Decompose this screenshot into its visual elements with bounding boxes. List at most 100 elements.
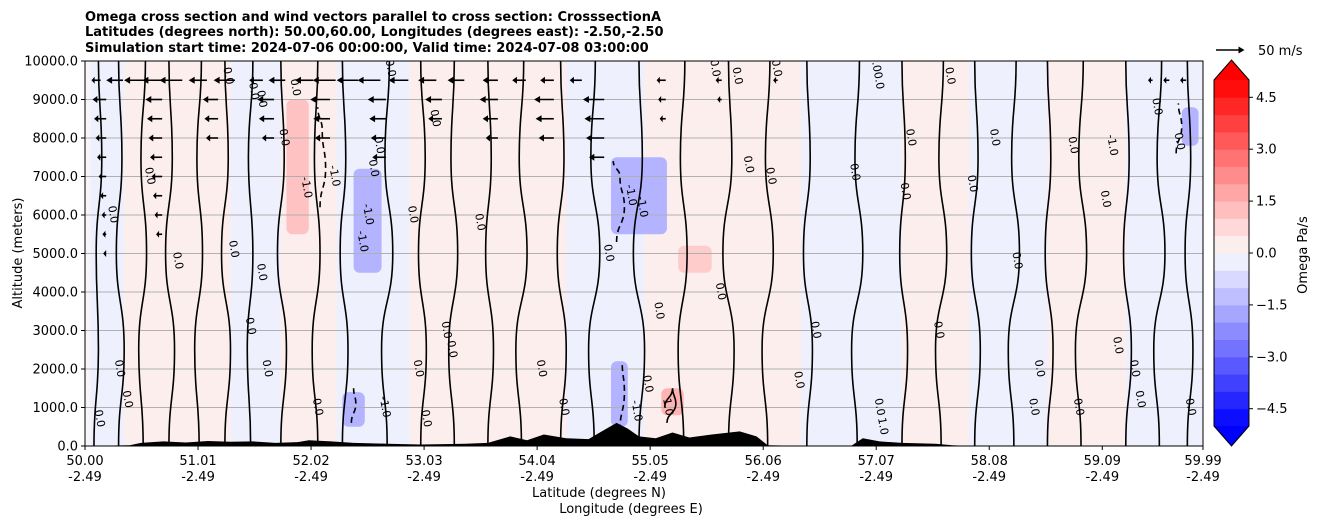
contour-label: 0.0 bbox=[92, 409, 108, 428]
wind-vector-head bbox=[582, 96, 589, 103]
colorbar-ticks: 4.5 3.0 1.5 0.0 −1.5 −3.0 −4.5 bbox=[1249, 91, 1288, 417]
colorbar-segment bbox=[1214, 339, 1249, 358]
wind-vector-head bbox=[258, 115, 265, 123]
contour-label: 0.0 bbox=[847, 162, 863, 181]
contour-label: -1.0 bbox=[623, 183, 640, 206]
quiver-key-arrow bbox=[1216, 46, 1245, 54]
x-axis-label-longitude: Longitude (degrees E) bbox=[559, 502, 703, 517]
contour-label: 0.0 bbox=[942, 66, 958, 85]
omega-contours bbox=[93, 61, 1194, 446]
x-tick-label-longitude: -2.49 bbox=[746, 470, 780, 485]
wind-vector-head bbox=[102, 230, 106, 238]
contour-label: 0.0 bbox=[405, 205, 421, 224]
wind-vector-head bbox=[336, 76, 343, 84]
title-line-3: Simulation start time: 2024-07-06 00:00:… bbox=[85, 41, 649, 56]
colorbar-segment bbox=[1214, 304, 1249, 323]
colorbar-label: Omega Pa/s bbox=[1296, 216, 1311, 294]
contour-label: 0.0 bbox=[411, 359, 427, 378]
wind-vector-head bbox=[92, 96, 98, 103]
colorbar-segment bbox=[1214, 287, 1249, 306]
wind-vector-head bbox=[106, 76, 113, 84]
contour-label: 1.0 bbox=[660, 397, 676, 416]
contour-label: 0.0 bbox=[383, 58, 399, 77]
contour-line bbox=[970, 61, 982, 446]
contour-label: 0.0 bbox=[965, 174, 981, 193]
wind-vector-head bbox=[103, 250, 107, 257]
contour-label: 0.0 bbox=[1009, 251, 1025, 270]
contour-label: 0.0 bbox=[366, 158, 382, 177]
contour-line bbox=[115, 61, 125, 446]
wind-vector-head bbox=[447, 76, 454, 84]
omega-shade-cell bbox=[661, 388, 684, 416]
contour-label: 0.0 bbox=[1172, 131, 1188, 150]
colorbar-segment bbox=[1214, 218, 1249, 237]
contour-label: 0.0 bbox=[556, 397, 572, 416]
quiver-key-head bbox=[1238, 46, 1245, 54]
contour-label: 0.0 bbox=[120, 389, 136, 408]
wind-vector-head bbox=[367, 96, 374, 103]
wind-vector-head bbox=[534, 96, 541, 103]
contour-label: -1.0 bbox=[360, 203, 377, 226]
wind-vector-head bbox=[1163, 76, 1167, 84]
wind-vector-head bbox=[540, 76, 545, 84]
contour-line bbox=[898, 61, 909, 446]
contour-label: 0.0 bbox=[1071, 397, 1087, 416]
contour-line bbox=[1152, 61, 1166, 446]
wind-vector-head bbox=[101, 211, 105, 219]
contour-line bbox=[556, 61, 568, 446]
colorbar-segment bbox=[1214, 391, 1249, 410]
x-tick-label-longitude: -2.49 bbox=[181, 470, 215, 485]
contour-label: 0.0 bbox=[640, 374, 656, 393]
terrain bbox=[85, 422, 1203, 446]
x-tick-label-latitude: 52.02 bbox=[292, 454, 329, 469]
wind-vector-head bbox=[142, 76, 149, 84]
contour-line bbox=[417, 61, 428, 446]
x-tick-label-longitude: -2.49 bbox=[859, 470, 893, 485]
x-tick-label-longitude: -2.49 bbox=[520, 470, 554, 485]
x-tick-label-latitude: 50.00 bbox=[66, 454, 103, 469]
contour-line bbox=[850, 61, 864, 446]
wind-vector-head bbox=[658, 96, 662, 103]
x-tick-label-latitude: 55.05 bbox=[632, 454, 669, 469]
x-tick-label-longitude: -2.49 bbox=[407, 470, 441, 485]
y-tick-label: 9000.0 bbox=[33, 93, 79, 108]
contour-label: 0.0 bbox=[276, 128, 292, 147]
contour-label: 0.0 bbox=[808, 320, 824, 339]
colorbar-segment bbox=[1214, 166, 1249, 185]
wind-vector-head bbox=[659, 115, 663, 123]
wind-vector-head bbox=[1180, 76, 1184, 84]
omega-shade-cell bbox=[286, 99, 309, 235]
colorbar-extend-min bbox=[1214, 426, 1249, 446]
wind-vector-head bbox=[428, 115, 434, 123]
contour-label: 0.0 bbox=[1110, 336, 1126, 355]
wind-vectors bbox=[91, 76, 1187, 257]
wind-vector-head bbox=[312, 76, 319, 84]
y-tick-label: 0.0 bbox=[57, 440, 78, 455]
contour-line bbox=[1122, 61, 1133, 446]
wind-vector-head bbox=[146, 115, 153, 123]
contour-label: -1.0 bbox=[634, 195, 651, 218]
contour-line bbox=[515, 61, 528, 446]
wind-vector-head bbox=[357, 76, 364, 84]
contour-line bbox=[137, 61, 148, 446]
colorbar-segment bbox=[1214, 80, 1249, 98]
wind-vector-head bbox=[584, 115, 591, 123]
x-axis-ticks: 50.00-2.4951.01-2.4952.02-2.4953.03-2.49… bbox=[66, 446, 1222, 485]
y-tick-label: 8000.0 bbox=[33, 132, 79, 147]
contour-label: -1.0 bbox=[354, 230, 371, 253]
colorbar-segment bbox=[1214, 201, 1249, 219]
colorbar-segment bbox=[1214, 322, 1249, 340]
wind-vector-head bbox=[148, 134, 154, 142]
wind-vector-head bbox=[159, 76, 166, 84]
x-tick-label-longitude: -2.49 bbox=[294, 470, 328, 485]
contour-label: 0.0 bbox=[769, 58, 785, 77]
wind-vector-head bbox=[418, 76, 425, 84]
y-tick-label: 4000.0 bbox=[33, 286, 79, 301]
x-tick-label-longitude: -2.49 bbox=[1085, 470, 1119, 485]
omega-shade-cell bbox=[610, 361, 628, 427]
contour-line bbox=[802, 61, 814, 446]
wind-vector-head bbox=[388, 76, 395, 84]
colorbar-tick-label: 1.5 bbox=[1256, 195, 1277, 210]
contour-line bbox=[1184, 61, 1194, 446]
